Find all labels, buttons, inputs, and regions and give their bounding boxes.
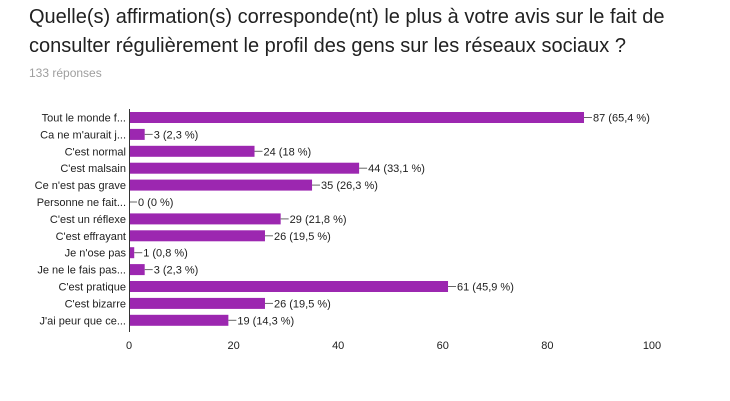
category-label: C'est bizarre (65, 298, 126, 310)
x-tick-label: 60 (437, 340, 449, 352)
category-label: Je ne le fais pas... (37, 265, 126, 277)
response-count: 133 réponses (29, 66, 102, 80)
bar (129, 281, 449, 292)
data-label: 44 (33,1 %) (368, 163, 425, 175)
data-label: 19 (14,3 %) (237, 315, 294, 327)
data-label: 24 (18 %) (264, 146, 312, 158)
category-label: Je n'ose pas (65, 248, 127, 260)
category-label: C'est effrayant (56, 231, 126, 243)
bar (129, 213, 281, 225)
x-tick-label: 100 (643, 340, 661, 352)
data-label: 26 (19,5 %) (274, 298, 331, 310)
category-label: Ca ne m'aurait j... (40, 129, 126, 141)
question-title: Quelle(s) affirmation(s) corresponde(nt)… (29, 6, 665, 57)
data-label: 0 (0 %) (138, 197, 173, 209)
x-tick-label: 0 (126, 340, 132, 352)
bar (129, 264, 145, 276)
category-label: Tout le monde f... (42, 113, 126, 125)
category-label: C'est pratique (58, 282, 126, 294)
category-label: Ce n'est pas grave (35, 180, 126, 192)
bar (129, 314, 229, 326)
data-label: 26 (19,5 %) (274, 231, 331, 243)
data-label: 3 (2,3 %) (154, 129, 199, 141)
bar (129, 162, 360, 174)
data-label: 29 (21,8 %) (290, 214, 347, 226)
category-label: C'est normal (65, 146, 126, 158)
category-label: J'ai peur que ce... (40, 315, 127, 327)
x-tick-label: 40 (332, 340, 344, 352)
category-label: C'est malsain (60, 163, 126, 175)
bar (129, 297, 265, 309)
bar (129, 145, 255, 157)
data-label: 87 (65,4 %) (593, 113, 650, 125)
category-label: Personne ne fait... (37, 197, 126, 209)
bar (129, 112, 585, 123)
data-label: 1 (0,8 %) (143, 248, 188, 260)
bar (129, 128, 145, 140)
bar (129, 179, 313, 191)
data-label: 35 (26,3 %) (321, 180, 378, 192)
bar (129, 247, 135, 259)
data-label: 3 (2,3 %) (154, 265, 199, 277)
x-tick-label: 20 (227, 340, 239, 352)
category-label: C'est un réflexe (50, 214, 126, 226)
data-label: 61 (45,9 %) (457, 282, 514, 294)
bar (129, 230, 265, 242)
x-tick-label: 80 (541, 340, 553, 352)
